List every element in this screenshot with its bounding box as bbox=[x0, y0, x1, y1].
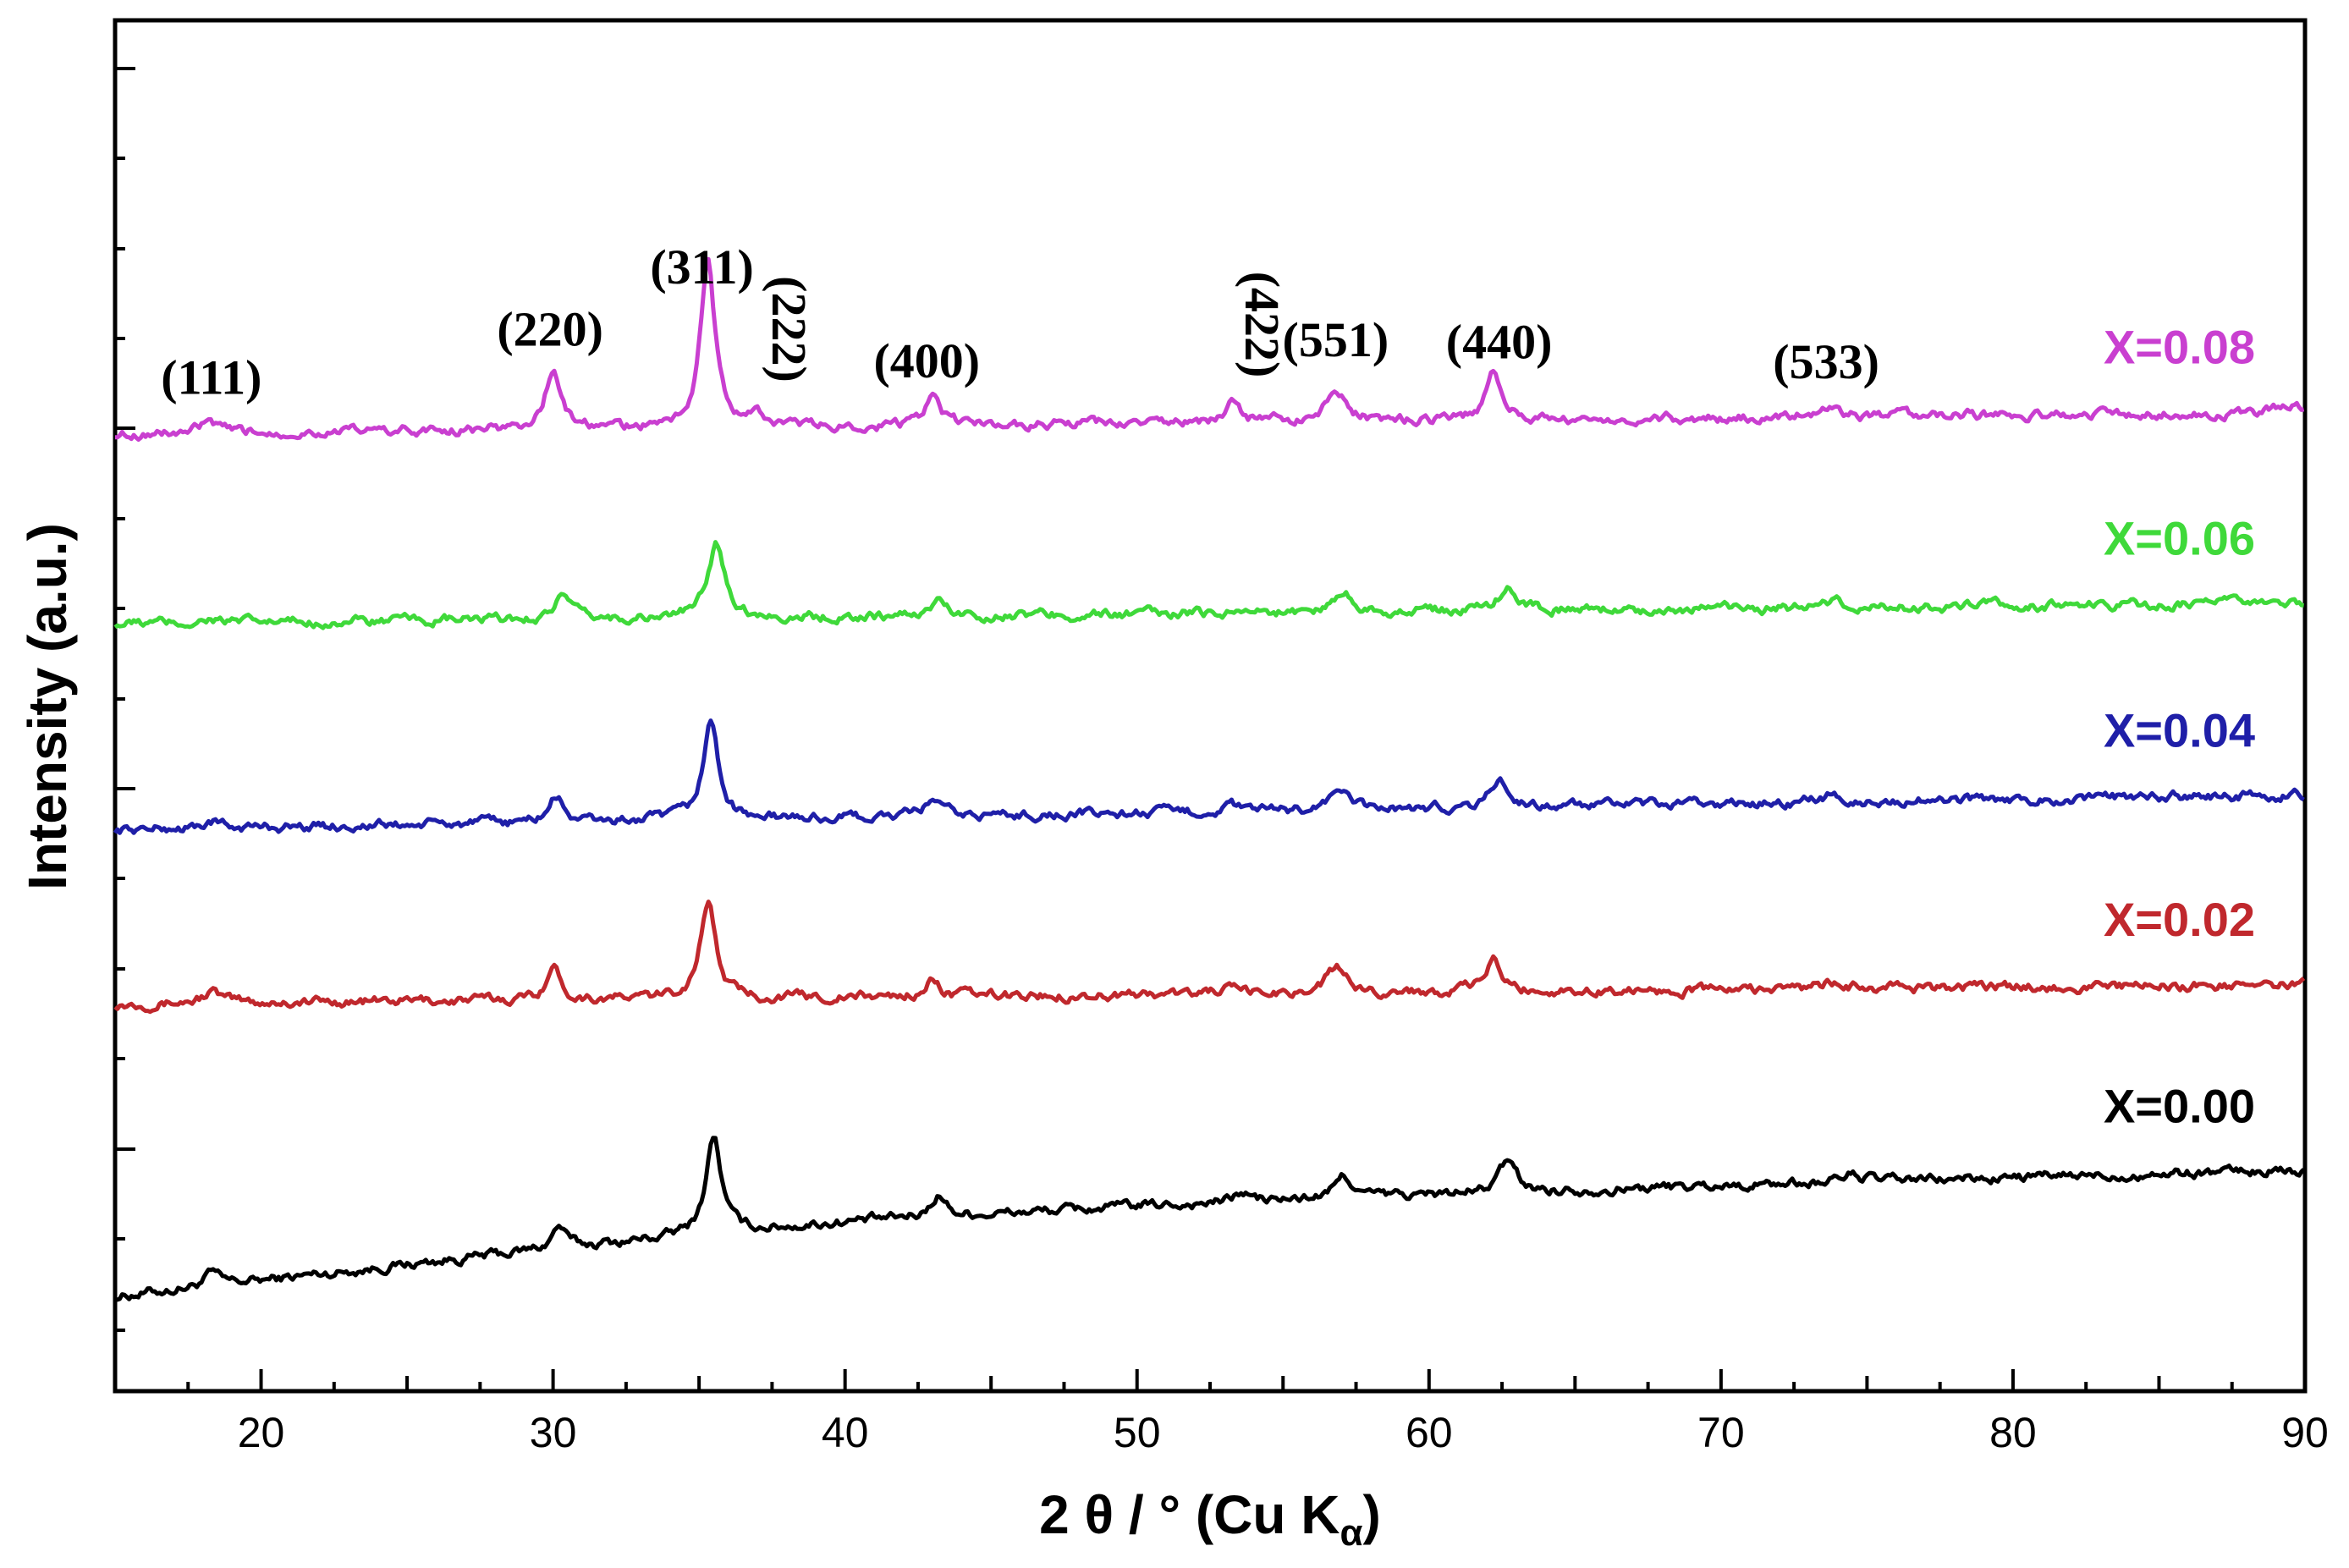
x-tick-label: 50 bbox=[1114, 1409, 1161, 1456]
x-axis-ticks: 20 30 40 50 60 70 80 90 bbox=[113, 1369, 2329, 1456]
series-line bbox=[113, 540, 2304, 630]
x-tick-label: 20 bbox=[238, 1409, 285, 1456]
hkl-annotation: (222) bbox=[762, 276, 817, 382]
hkl-annotation: (551) bbox=[1283, 312, 1389, 367]
hkl-annotation: (220) bbox=[497, 301, 603, 356]
x-tick-label: 60 bbox=[1406, 1409, 1453, 1456]
series-line bbox=[113, 718, 2305, 835]
hkl-annotation: (311) bbox=[650, 239, 753, 294]
hkl-annotation: (533) bbox=[1773, 334, 1879, 389]
series-line bbox=[113, 900, 2306, 1015]
traces bbox=[113, 256, 2306, 1302]
peak-annotations: (111) (220) (311)(222) (400) (422)(551) (440)… bbox=[161, 239, 1879, 405]
x-tick-label: 70 bbox=[1697, 1409, 1745, 1456]
hkl-annotation: (400) bbox=[873, 333, 980, 388]
series-line bbox=[115, 256, 2305, 442]
series-label: X=0.04 bbox=[2104, 703, 2255, 756]
x-axis-label-main: 2 θ / ° (Cu K bbox=[1039, 1484, 1340, 1545]
x-tick-label: 90 bbox=[2281, 1409, 2329, 1456]
x-tick-label: 40 bbox=[822, 1409, 869, 1456]
series-label: X=0.02 bbox=[2104, 893, 2255, 946]
x-tick-label: 80 bbox=[1989, 1409, 2037, 1456]
series-line bbox=[115, 1136, 2306, 1302]
x-axis-label: 2 θ / ° (Cu Kα) bbox=[1039, 1484, 1381, 1554]
series-label: X=0.06 bbox=[2104, 512, 2255, 565]
plot-frame bbox=[113, 18, 2308, 1394]
y-axis-label: Intensity (a.u.) bbox=[17, 523, 78, 890]
y-axis-ticks bbox=[115, 67, 135, 1393]
x-tick-label: 30 bbox=[530, 1409, 577, 1456]
x-axis-label-end: ) bbox=[1363, 1484, 1381, 1545]
hkl-annotation: (440) bbox=[1446, 314, 1553, 369]
series-label: X=0.00 bbox=[2104, 1079, 2255, 1132]
series-labels: X=0.00 X=0.02 X=0.04 X=0.06 X=0.08 bbox=[2104, 320, 2255, 1132]
series-label: X=0.08 bbox=[2104, 320, 2255, 373]
hkl-annotation: (111) bbox=[161, 350, 261, 405]
hkl-annotation: (422) bbox=[1235, 272, 1290, 378]
x-axis-label-subscript: α bbox=[1340, 1512, 1362, 1554]
